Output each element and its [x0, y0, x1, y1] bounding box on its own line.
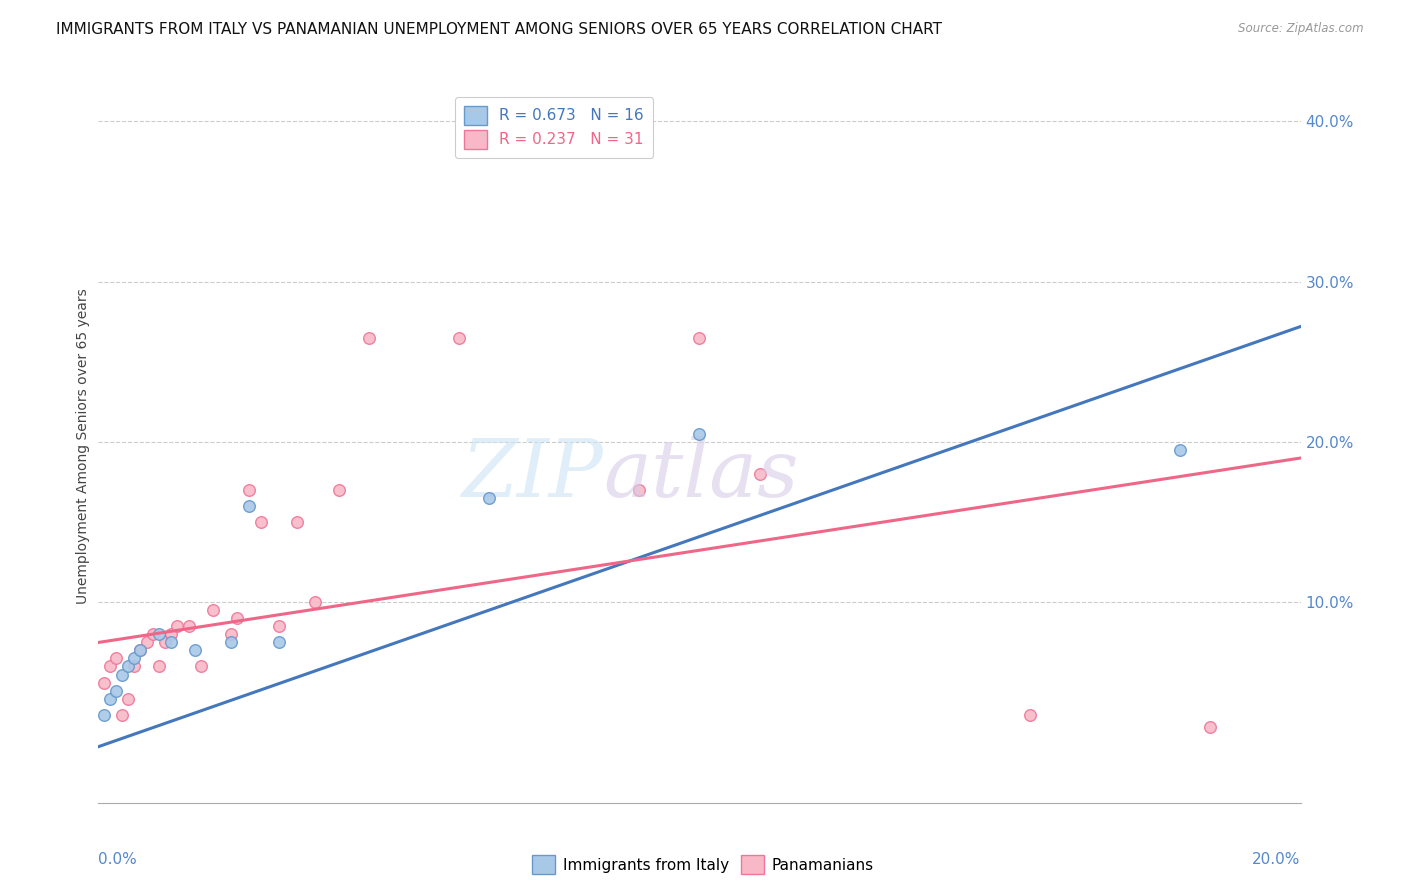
Point — [190, 659, 212, 673]
Point — [1019, 707, 1042, 722]
Point — [159, 627, 181, 641]
Point — [689, 331, 711, 345]
Point — [285, 515, 308, 529]
Point — [225, 611, 247, 625]
Point — [183, 643, 205, 657]
Point — [249, 515, 271, 529]
Point — [357, 331, 380, 345]
Point — [117, 691, 139, 706]
Point — [124, 659, 146, 673]
Text: 20.0%: 20.0% — [1253, 852, 1301, 867]
Point — [135, 635, 157, 649]
Point — [238, 483, 260, 497]
Point — [129, 643, 152, 657]
Point — [478, 491, 501, 505]
Point — [267, 619, 290, 633]
Point — [177, 619, 200, 633]
Text: IMMIGRANTS FROM ITALY VS PANAMANIAN UNEMPLOYMENT AMONG SENIORS OVER 65 YEARS COR: IMMIGRANTS FROM ITALY VS PANAMANIAN UNEM… — [56, 22, 942, 37]
Point — [219, 635, 242, 649]
Point — [689, 427, 711, 442]
Point — [219, 627, 242, 641]
Legend: Immigrants from Italy, Panamanians: Immigrants from Italy, Panamanians — [526, 849, 880, 880]
Point — [1170, 442, 1192, 457]
Text: atlas: atlas — [603, 436, 799, 513]
Point — [447, 331, 470, 345]
Point — [141, 627, 163, 641]
Point — [201, 603, 224, 617]
Point — [628, 483, 651, 497]
Point — [267, 635, 290, 649]
Point — [129, 643, 152, 657]
Text: ZIP: ZIP — [461, 436, 603, 513]
Text: 0.0%: 0.0% — [98, 852, 138, 867]
Point — [111, 707, 134, 722]
Point — [328, 483, 350, 497]
Point — [238, 499, 260, 513]
Point — [748, 467, 770, 481]
Point — [159, 635, 181, 649]
Point — [148, 659, 170, 673]
Point — [153, 635, 176, 649]
Legend: R = 0.673   N = 16, R = 0.237   N = 31: R = 0.673 N = 16, R = 0.237 N = 31 — [454, 97, 652, 158]
Point — [111, 667, 134, 681]
Point — [148, 627, 170, 641]
Point — [93, 675, 115, 690]
Point — [93, 707, 115, 722]
Point — [1199, 721, 1222, 735]
Point — [105, 651, 128, 665]
Point — [124, 651, 146, 665]
Point — [304, 595, 326, 609]
Point — [100, 659, 122, 673]
Point — [166, 619, 188, 633]
Point — [117, 659, 139, 673]
Text: Source: ZipAtlas.com: Source: ZipAtlas.com — [1239, 22, 1364, 36]
Y-axis label: Unemployment Among Seniors over 65 years: Unemployment Among Seniors over 65 years — [76, 288, 90, 604]
Point — [105, 683, 128, 698]
Point — [100, 691, 122, 706]
